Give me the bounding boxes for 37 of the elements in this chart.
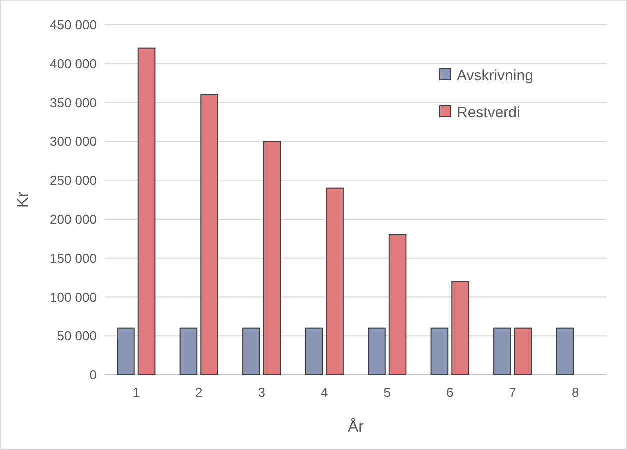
bar <box>263 141 282 376</box>
x-tick-label: 7 <box>509 385 516 400</box>
y-tick-label: 300 000 <box>50 134 97 150</box>
bar <box>494 328 512 376</box>
x-tick-label: 5 <box>384 385 391 400</box>
y-tick-label: 200 000 <box>50 212 97 227</box>
legend-label: Avskrivning <box>457 67 534 84</box>
y-tick-label: 350 000 <box>50 95 97 110</box>
bar <box>514 328 532 376</box>
x-tick-label: 1 <box>132 385 140 400</box>
x-tick-label: 2 <box>196 385 203 400</box>
bar <box>452 281 470 376</box>
bar <box>368 328 386 376</box>
x-tick-label: 8 <box>572 385 580 400</box>
bar <box>117 328 135 376</box>
x-tick-label: 6 <box>446 385 454 400</box>
bar <box>326 188 344 376</box>
bar <box>200 94 218 376</box>
y-tick-label: 450 000 <box>50 18 97 33</box>
y-tick-label: 400 000 <box>50 56 97 72</box>
x-tick-label: 4 <box>321 385 328 400</box>
bar <box>556 328 574 376</box>
bar <box>138 48 156 376</box>
x-axis-title: År <box>348 418 365 436</box>
bar <box>180 328 198 376</box>
y-tick-label: 150 000 <box>50 250 97 266</box>
bar <box>242 328 260 376</box>
y-tick-label: 50 000 <box>57 328 97 344</box>
y-tick-label: 0 <box>90 368 97 383</box>
bar <box>430 328 449 376</box>
x-tick-label: 3 <box>258 385 266 400</box>
bar <box>305 328 324 376</box>
y-tick-label: 100 000 <box>50 290 97 305</box>
legend-label: Restverdi <box>457 104 520 122</box>
bar <box>388 234 407 376</box>
y-axis-title: Kr <box>15 191 32 208</box>
y-tick-label: 250 000 <box>50 173 97 188</box>
